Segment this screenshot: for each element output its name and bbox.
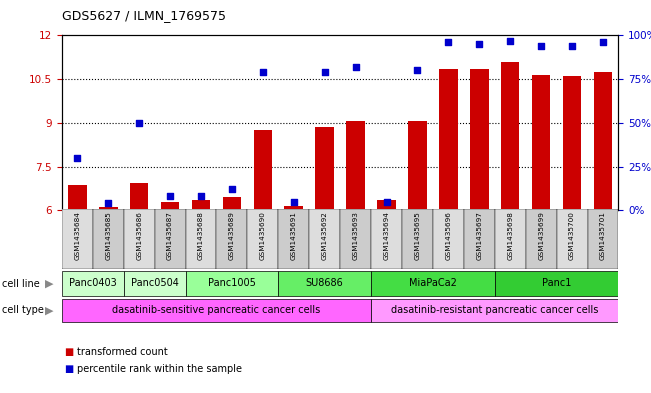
Bar [161,202,179,210]
Bar [284,206,303,210]
Bar [562,76,581,210]
Text: ■: ■ [64,347,73,357]
Point [381,198,392,205]
Text: dasatinib-sensitive pancreatic cancer cells: dasatinib-sensitive pancreatic cancer ce… [113,305,320,316]
Bar [525,209,557,269]
Bar [130,183,148,210]
Bar [309,209,340,269]
Point [196,193,206,199]
Bar [402,209,433,269]
Text: GDS5627 / ILMN_1769575: GDS5627 / ILMN_1769575 [62,9,226,22]
Bar [408,121,426,210]
Point [412,67,422,73]
Point [288,198,299,205]
Bar [587,209,618,269]
Bar [191,200,210,210]
Text: ■: ■ [64,364,73,375]
Bar [371,299,618,322]
Point [505,37,516,44]
Text: Panc1005: Panc1005 [208,278,256,288]
Bar [62,299,371,322]
Text: GSM1435698: GSM1435698 [507,211,513,260]
Bar [154,209,186,269]
Point [72,154,83,161]
Text: ▶: ▶ [45,305,53,316]
Bar [247,209,278,269]
Text: GSM1435692: GSM1435692 [322,211,327,260]
Text: GSM1435687: GSM1435687 [167,211,173,260]
Text: GSM1435696: GSM1435696 [445,211,451,260]
Bar [371,209,402,269]
Bar [594,72,612,210]
Bar [464,209,495,269]
Bar [124,271,186,296]
Bar [377,200,396,210]
Bar [278,209,309,269]
Text: MiaPaCa2: MiaPaCa2 [409,278,457,288]
Text: percentile rank within the sample: percentile rank within the sample [77,364,242,375]
Text: GSM1435689: GSM1435689 [229,211,235,260]
Text: GSM1435685: GSM1435685 [105,211,111,260]
Bar [278,271,371,296]
Bar [495,271,618,296]
Text: GSM1435684: GSM1435684 [74,211,80,260]
Text: GSM1435694: GSM1435694 [383,211,389,260]
Text: GSM1435695: GSM1435695 [415,211,421,260]
Text: Panc1: Panc1 [542,278,572,288]
Bar [439,69,458,210]
Bar [92,209,124,269]
Point [165,193,175,199]
Bar [433,209,464,269]
Bar [532,75,550,210]
Point [443,39,454,46]
Text: Panc0403: Panc0403 [69,278,117,288]
Text: GSM1435697: GSM1435697 [477,211,482,260]
Bar [557,209,587,269]
Text: GSM1435691: GSM1435691 [291,211,297,260]
Bar [371,271,495,296]
Bar [62,209,92,269]
Bar [315,127,334,210]
Bar [346,121,365,210]
Text: cell line: cell line [2,279,40,289]
Point [598,39,608,46]
Point [103,200,113,206]
Point [567,43,577,49]
Point [134,119,145,126]
Bar [186,209,216,269]
Text: GSM1435700: GSM1435700 [569,211,575,260]
Bar [253,130,272,210]
Text: dasatinib-resistant pancreatic cancer cells: dasatinib-resistant pancreatic cancer ce… [391,305,598,316]
Bar [186,271,278,296]
Text: GSM1435701: GSM1435701 [600,211,606,260]
Text: cell type: cell type [2,305,44,316]
Bar [62,271,124,296]
Text: GSM1435688: GSM1435688 [198,211,204,260]
Bar [501,62,519,210]
Bar [68,185,87,210]
Point [258,69,268,75]
Bar [216,209,247,269]
Text: GSM1435686: GSM1435686 [136,211,142,260]
Text: Panc0504: Panc0504 [131,278,178,288]
Text: transformed count: transformed count [77,347,167,357]
Bar [223,197,241,210]
Text: ▶: ▶ [45,279,53,289]
Text: GSM1435690: GSM1435690 [260,211,266,260]
Bar [495,209,525,269]
Point [350,64,361,70]
Bar [99,208,117,210]
Point [474,41,484,47]
Bar [340,209,371,269]
Point [320,69,330,75]
Bar [470,69,488,210]
Text: GSM1435699: GSM1435699 [538,211,544,260]
Text: SU8686: SU8686 [306,278,344,288]
Bar [124,209,154,269]
Point [536,43,546,49]
Point [227,186,237,193]
Text: GSM1435693: GSM1435693 [353,211,359,260]
